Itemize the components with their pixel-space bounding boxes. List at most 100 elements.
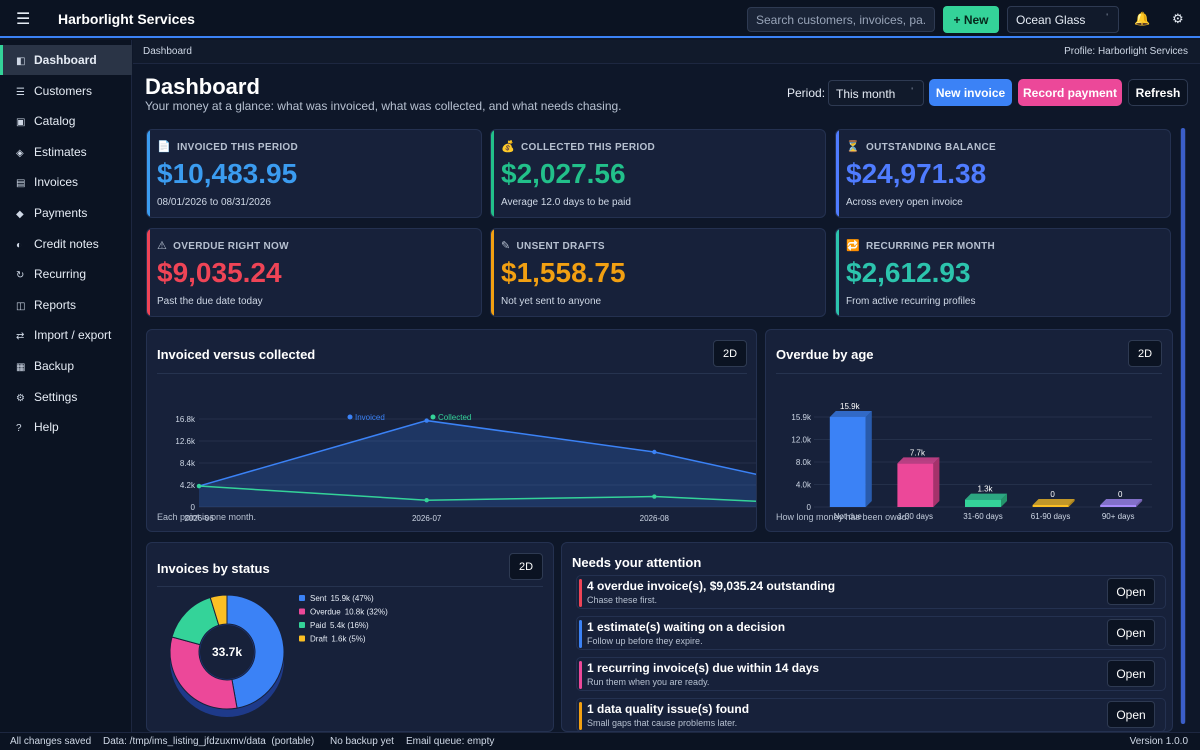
bar-top: [829, 411, 872, 417]
bar-front[interactable]: [1100, 505, 1137, 507]
y-tick-label: 0: [191, 503, 196, 512]
sidebar-item-catalog[interactable]: ▣ Catalog: [0, 106, 132, 136]
attention-subtitle: Chase these first.: [587, 595, 658, 605]
donut-center-label: 33.7k: [212, 645, 242, 659]
invoiced-area: [199, 420, 756, 507]
legend-entry: Sent 15.9k (47%): [310, 594, 374, 603]
attention-accent: [579, 661, 582, 689]
sidebar-item-help[interactable]: ? Help: [0, 412, 132, 442]
sidebar-item-label: Credit notes: [34, 236, 99, 251]
legend-label: Sent: [310, 594, 327, 603]
toggle-2d-button[interactable]: 2D: [713, 340, 747, 367]
app-version: Version 1.0.0: [1129, 736, 1188, 747]
sidebar-item-invoices[interactable]: ▤ Invoices: [0, 167, 132, 197]
kpi-label-text: OUTSTANDING BALANCE: [866, 142, 996, 153]
toggle-2d-button[interactable]: 2D: [509, 553, 543, 580]
kpi-label: 🔁 RECURRING PER MONTH: [846, 239, 995, 252]
kpi-label: 💰 COLLECTED THIS PERIOD: [501, 140, 655, 153]
data-point[interactable]: [652, 494, 657, 499]
new-invoice-button[interactable]: New invoice: [929, 79, 1012, 106]
new-button[interactable]: + New: [943, 6, 999, 33]
legend-label: Collected: [438, 413, 471, 422]
import-export-icon: ⇄: [16, 331, 25, 343]
pie-slice-draft[interactable]: [209, 594, 228, 626]
sidebar-item-label: Recurring: [34, 267, 87, 282]
dashboard-icon: ◧: [16, 56, 26, 67]
y-tick-label: 4.2k: [180, 481, 196, 490]
bell-icon[interactable]: 🔔: [1134, 11, 1151, 26]
kpi-accent: [836, 130, 839, 217]
sidebar-item-estimates[interactable]: ◈ Estimates: [0, 137, 132, 167]
legend-value: 1.6k (5%): [331, 635, 366, 644]
sidebar-item-credit-notes[interactable]: ◐ Credit notes: [0, 229, 132, 259]
attention-item[interactable]: 1 estimate(s) waiting on a decision Follo…: [576, 616, 1166, 650]
kpi-label-text: OVERDUE RIGHT NOW: [173, 241, 289, 252]
page-subtitle: Your money at a glance: what was invoice…: [145, 99, 622, 113]
toggle-2d-button[interactable]: 2D: [1128, 340, 1162, 367]
open-button[interactable]: Open: [1107, 578, 1155, 605]
kpi-label: 📄 INVOICED THIS PERIOD: [157, 140, 298, 153]
bar-side: [1001, 493, 1007, 507]
bar-front[interactable]: [1032, 505, 1069, 507]
pie-slice-overdue[interactable]: [169, 636, 238, 710]
data-point[interactable]: [652, 449, 657, 455]
invoices-by-status-panel: Invoices by status 2D 33.7k Sent 15.9k (47…: [146, 542, 554, 732]
bar-front[interactable]: [829, 417, 866, 507]
bar-front[interactable]: [965, 499, 1001, 507]
chevron-down-icon: ': [911, 86, 913, 96]
x-tick-label: 2026-07: [412, 514, 442, 523]
sidebar-item-recurring[interactable]: ↻ Recurring: [0, 259, 132, 289]
kpi-value: $2,612.93: [846, 257, 971, 288]
attention-item[interactable]: 1 recurring invoice(s) due within 14 day…: [576, 657, 1166, 691]
sidebar-item-dashboard[interactable]: ◧ Dashboard: [0, 45, 132, 75]
kpi-accent: [491, 130, 494, 217]
bar-front[interactable]: [897, 463, 934, 507]
legend-label: Invoiced: [355, 413, 385, 422]
open-button[interactable]: Open: [1107, 660, 1155, 687]
attention-accent: [579, 702, 582, 730]
kpi-subtext: From active recurring profiles: [846, 296, 976, 307]
sidebar-item-payments[interactable]: ◆ Payments: [0, 198, 132, 228]
y-tick-label: 0: [807, 503, 812, 512]
attention-title: 1 recurring invoice(s) due within 14 day…: [587, 661, 820, 675]
attention-subtitle: Small gaps that cause problems later.: [587, 718, 738, 728]
profile-label: Profile: Harborlight Services: [1064, 46, 1188, 57]
kpi-subtext: Average 12.0 days to be paid: [501, 197, 631, 208]
pie-slice-sent[interactable]: [226, 594, 285, 709]
open-button[interactable]: Open: [1107, 619, 1155, 646]
open-button[interactable]: Open: [1107, 701, 1155, 728]
backup-icon: ▦: [16, 362, 26, 373]
sidebar-item-settings[interactable]: ⚙ Settings: [0, 382, 132, 412]
legend-swatch: [430, 414, 436, 420]
sidebar-item-customers[interactable]: ☰ Customers: [0, 76, 132, 106]
kpi-subtext: Across every open invoice: [846, 197, 963, 208]
scrollbar-thumb[interactable]: [1181, 128, 1185, 724]
legend-swatch: [299, 608, 305, 615]
sidebar-item-label: Payments: [34, 206, 88, 220]
sidebar-item-backup[interactable]: ▦ Backup: [0, 351, 132, 381]
period-select[interactable]: This month ': [828, 80, 924, 106]
sidebar-item-reports[interactable]: ◫ Reports: [0, 290, 132, 320]
refresh-button[interactable]: Refresh: [1128, 79, 1188, 106]
gear-icon[interactable]: ⚙: [1172, 11, 1184, 26]
sidebar-item-import-export[interactable]: ⇄ Import / export: [0, 320, 132, 350]
data-point[interactable]: [424, 497, 429, 503]
bar-data-label: 7.7k: [910, 448, 926, 457]
data-point[interactable]: [196, 483, 202, 489]
attention-item[interactable]: 4 overdue invoice(s), $9,035.24 outstand…: [576, 575, 1166, 609]
customers-icon: ☰: [16, 86, 25, 98]
bar-data-label: 15.9k: [840, 402, 861, 411]
legend-value: 10.8k (32%): [345, 608, 388, 617]
sidebar-item-label: Help: [34, 420, 59, 435]
search-input[interactable]: [747, 7, 935, 32]
kpi-accent: [147, 229, 150, 316]
menu-icon[interactable]: ☰: [16, 11, 31, 28]
attention-item[interactable]: 1 data quality issue(s) found Small gaps …: [576, 698, 1166, 732]
divider: [776, 373, 1162, 374]
data-point[interactable]: [424, 418, 429, 423]
kpi-value: $1,558.75: [501, 257, 626, 288]
record-payment-button[interactable]: Record payment: [1018, 79, 1122, 106]
kpi-accent: [147, 130, 150, 217]
theme-select[interactable]: Ocean Glass ': [1007, 6, 1119, 33]
bar-chart: 0 4.0k 8.0k 12.0k 15.9k 15.9k Not due 7.7k 1-30 …: [791, 402, 1152, 521]
